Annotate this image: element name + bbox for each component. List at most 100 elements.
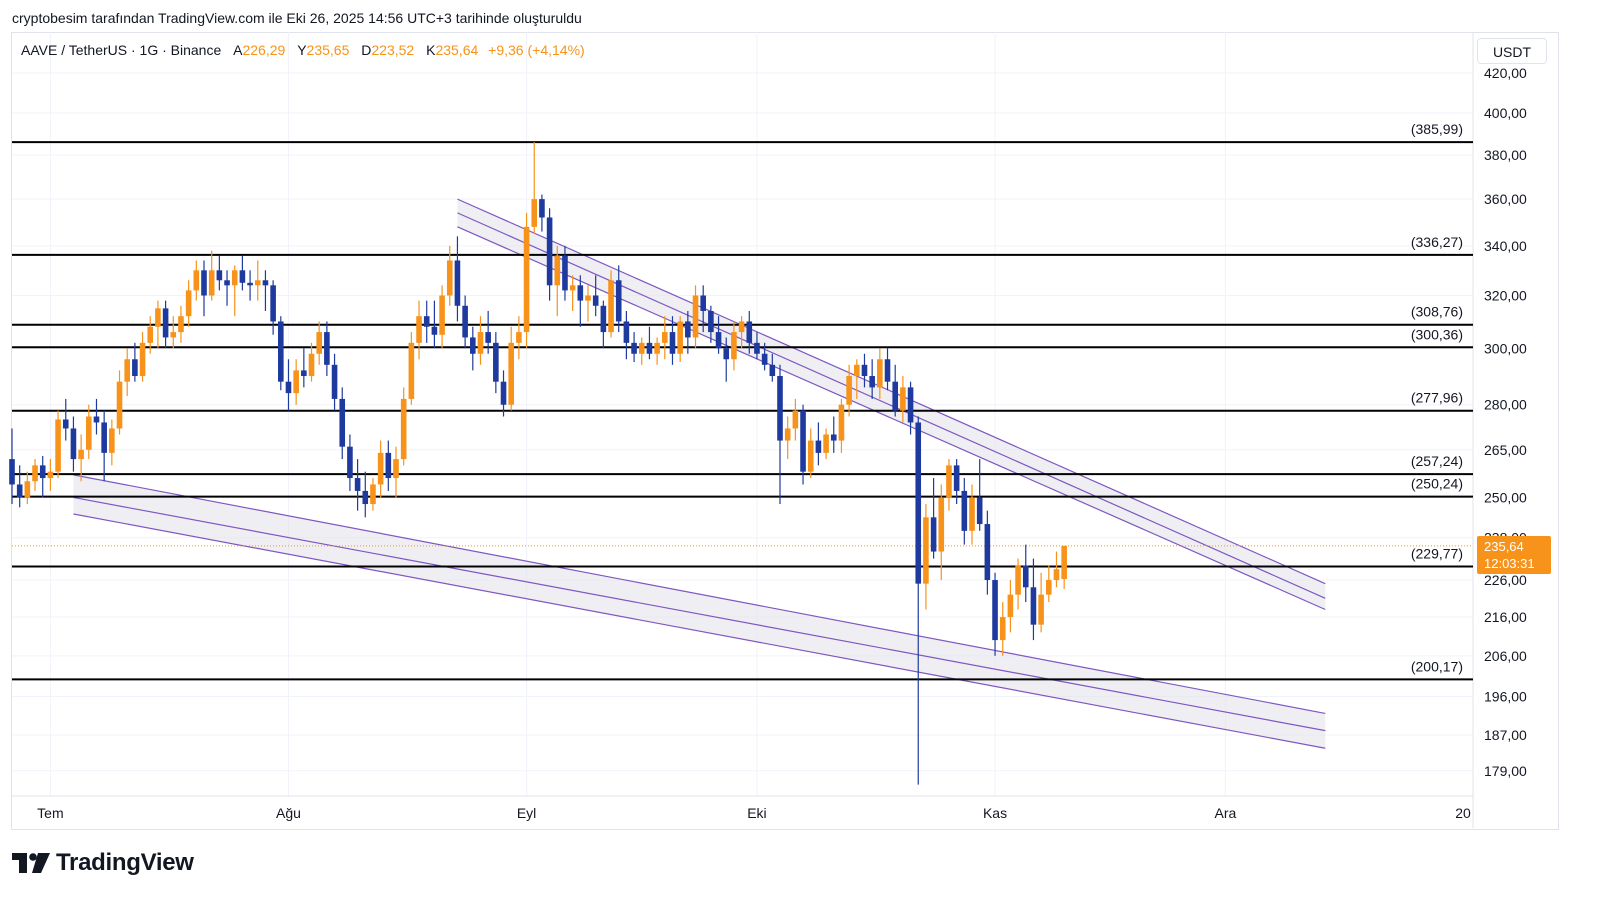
candle-body (723, 348, 730, 360)
candle-body (116, 381, 123, 429)
candle-body (454, 260, 461, 306)
candle-body (692, 295, 699, 338)
candle-body (231, 270, 238, 286)
candle-body (393, 459, 399, 479)
candle-body (815, 440, 822, 453)
candle-body (477, 332, 484, 354)
candle-body (769, 364, 776, 377)
candle-body (546, 217, 553, 286)
candle-body (208, 270, 215, 296)
candle-body (877, 359, 883, 388)
tradingview-logo-icon (12, 853, 50, 873)
y-tick-label: 300,00 (1484, 340, 1527, 356)
tradingview-brand[interactable]: TradingView (12, 848, 194, 878)
open-label: A (233, 42, 243, 58)
channel-upper-line (457, 212, 1326, 599)
candle-body (608, 280, 614, 333)
candle-body (462, 305, 468, 338)
candle-body (946, 465, 952, 498)
change-value: +9,36 (+4,14%) (488, 42, 585, 58)
channel-upper-fill (457, 199, 1326, 610)
level-label: (336,27) (1411, 234, 1463, 250)
candle-body (669, 332, 676, 354)
candle-body (109, 428, 115, 453)
candle-body (1022, 565, 1029, 588)
candle-body (900, 387, 906, 411)
high-label: Y (297, 42, 307, 58)
candle-body (700, 295, 706, 311)
candle-body (531, 199, 538, 227)
symbol-legend: AAVE / TetherUS · 1G · Binance A226,29 Y… (21, 42, 585, 58)
candle-body (377, 452, 384, 485)
currency-button[interactable]: USDT (1477, 38, 1547, 64)
candle-body (792, 410, 799, 429)
candle-body (339, 398, 346, 447)
candle-body (969, 497, 975, 531)
candle-body (247, 282, 253, 286)
level-label: (300,36) (1411, 326, 1463, 342)
candle-body (638, 342, 645, 354)
candle-body (869, 376, 875, 388)
last-price-value: 235,64 (1484, 539, 1524, 554)
low-value: 223,52 (371, 42, 415, 58)
candle-body (761, 353, 768, 365)
candle-body (923, 517, 929, 584)
candle-body (662, 332, 668, 343)
candle-body (992, 580, 998, 641)
channel-upper-line (457, 226, 1326, 611)
high-value: 235,65 (306, 42, 350, 58)
candle-body (854, 364, 860, 377)
close-value: 235,64 (435, 42, 479, 58)
candle-body (631, 342, 637, 354)
candle-body (331, 364, 338, 399)
candle-body (800, 410, 806, 472)
tradingview-wordmark: TradingView (56, 849, 194, 876)
candle-body (577, 285, 584, 301)
x-tick-label: Eki (747, 805, 766, 821)
candle-body (132, 359, 138, 377)
candle-body (239, 270, 246, 283)
candle-body (554, 255, 561, 286)
candle-body (400, 398, 407, 460)
level-label: (308,76) (1411, 304, 1463, 320)
candle-body (347, 446, 353, 479)
candle-body (385, 452, 392, 479)
candle-body (961, 490, 968, 531)
candle-body (784, 428, 791, 441)
candle-body (431, 326, 438, 335)
level-label: (277,96) (1411, 390, 1463, 406)
candle-body (708, 310, 714, 333)
candle-body (293, 370, 299, 394)
candle-body (838, 404, 845, 441)
level-label: (385,99) (1411, 121, 1463, 137)
candle-body (884, 359, 891, 382)
candle-body (892, 381, 898, 411)
x-tick-label: Ağu (276, 805, 301, 821)
candle-body (16, 484, 23, 498)
candle-body (178, 316, 184, 333)
candle-body (70, 428, 77, 460)
candle-body (24, 481, 31, 498)
x-tick-label: 20 (1455, 805, 1471, 821)
candle-body (408, 342, 415, 399)
candle-body (523, 226, 530, 333)
level-label: (229,77) (1411, 545, 1463, 561)
candle-body (830, 434, 837, 441)
candle-body (861, 364, 868, 377)
candle-body (170, 332, 177, 338)
candle-body (600, 305, 607, 333)
candle-body (62, 419, 69, 429)
candle-body (423, 316, 430, 327)
x-tick-label: Eyl (517, 805, 536, 821)
candle-body (646, 342, 653, 354)
candle-body (1015, 565, 1021, 595)
candle-body (754, 342, 760, 354)
channel-lower-line (73, 496, 1326, 732)
y-tick-label: 250,00 (1484, 489, 1527, 505)
candle-body (254, 280, 261, 286)
candle-body (677, 321, 683, 354)
candle-body (738, 321, 745, 333)
symbol-title: AAVE / TetherUS · 1G · Binance (21, 42, 222, 58)
candle-body (162, 308, 169, 338)
